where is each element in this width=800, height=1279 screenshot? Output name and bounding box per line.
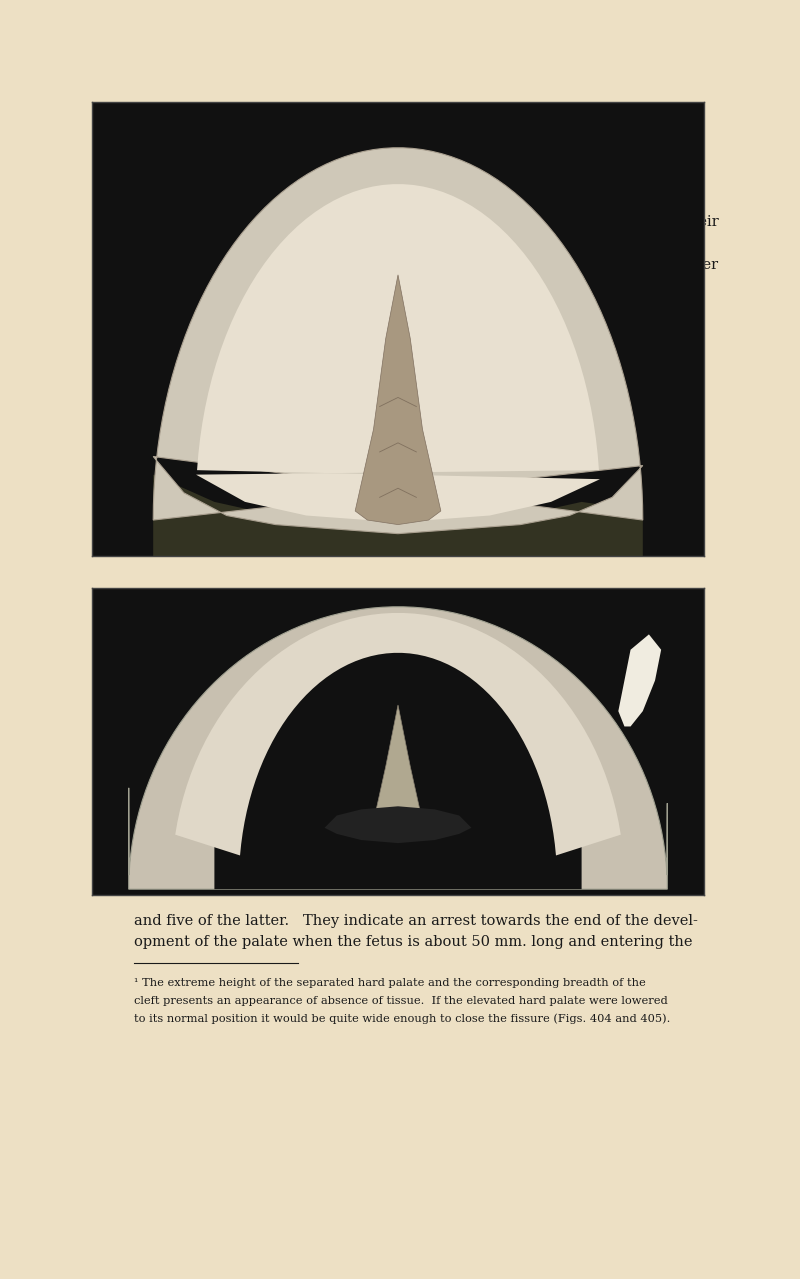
Polygon shape (129, 606, 667, 889)
Polygon shape (154, 148, 643, 533)
Polygon shape (196, 184, 600, 524)
Polygon shape (175, 613, 621, 856)
Text: 595: 595 (662, 188, 691, 202)
Polygon shape (325, 806, 471, 843)
Text: cases there is a real arrest, not only of the fusion of the processes, but of th: cases there is a real arrest, not only o… (134, 215, 719, 229)
Text: opment of the palate when the fetus is about 50 mm. long and entering the: opment of the palate when the fetus is a… (134, 935, 693, 949)
Polygon shape (154, 475, 643, 556)
Text: ¹ The extreme height of the separated hard palate and the corresponding breadth : ¹ The extreme height of the separated ha… (134, 977, 646, 987)
Polygon shape (618, 634, 661, 726)
Polygon shape (355, 275, 441, 524)
Polygon shape (374, 705, 422, 831)
Text: be seen from Table 1, are comparatively rare.   I have seen three of the former: be seen from Table 1, are comparatively … (134, 258, 718, 272)
Text: and five of the latter.   They indicate an arrest towards the end of the devel-: and five of the latter. They indicate an… (134, 913, 698, 927)
Text: CLEFT  PALATE: CLEFT PALATE (298, 188, 422, 202)
Polygon shape (214, 641, 582, 889)
Text: actual growth.¹   Clefts of the soft palate alone or of the uvula alone, as may: actual growth.¹ Clefts of the soft palat… (134, 237, 700, 251)
Text: Fig.  404.—Cast of anterior half of adult cleft palate showing abnormally high a: Fig. 404.—Cast of anterior half of adult… (145, 599, 675, 611)
Text: Fig.  405.—Cast of posterior part of same cleft.: Fig. 405.—Cast of posterior part of same… (260, 859, 560, 872)
Text: to its normal position it would be quite wide enough to close the fissure (Figs.: to its normal position it would be quite… (134, 1013, 670, 1023)
Text: cleft presents an appearance of absence of tissue.  If the elevated hard palate : cleft presents an appearance of absence … (134, 995, 668, 1005)
